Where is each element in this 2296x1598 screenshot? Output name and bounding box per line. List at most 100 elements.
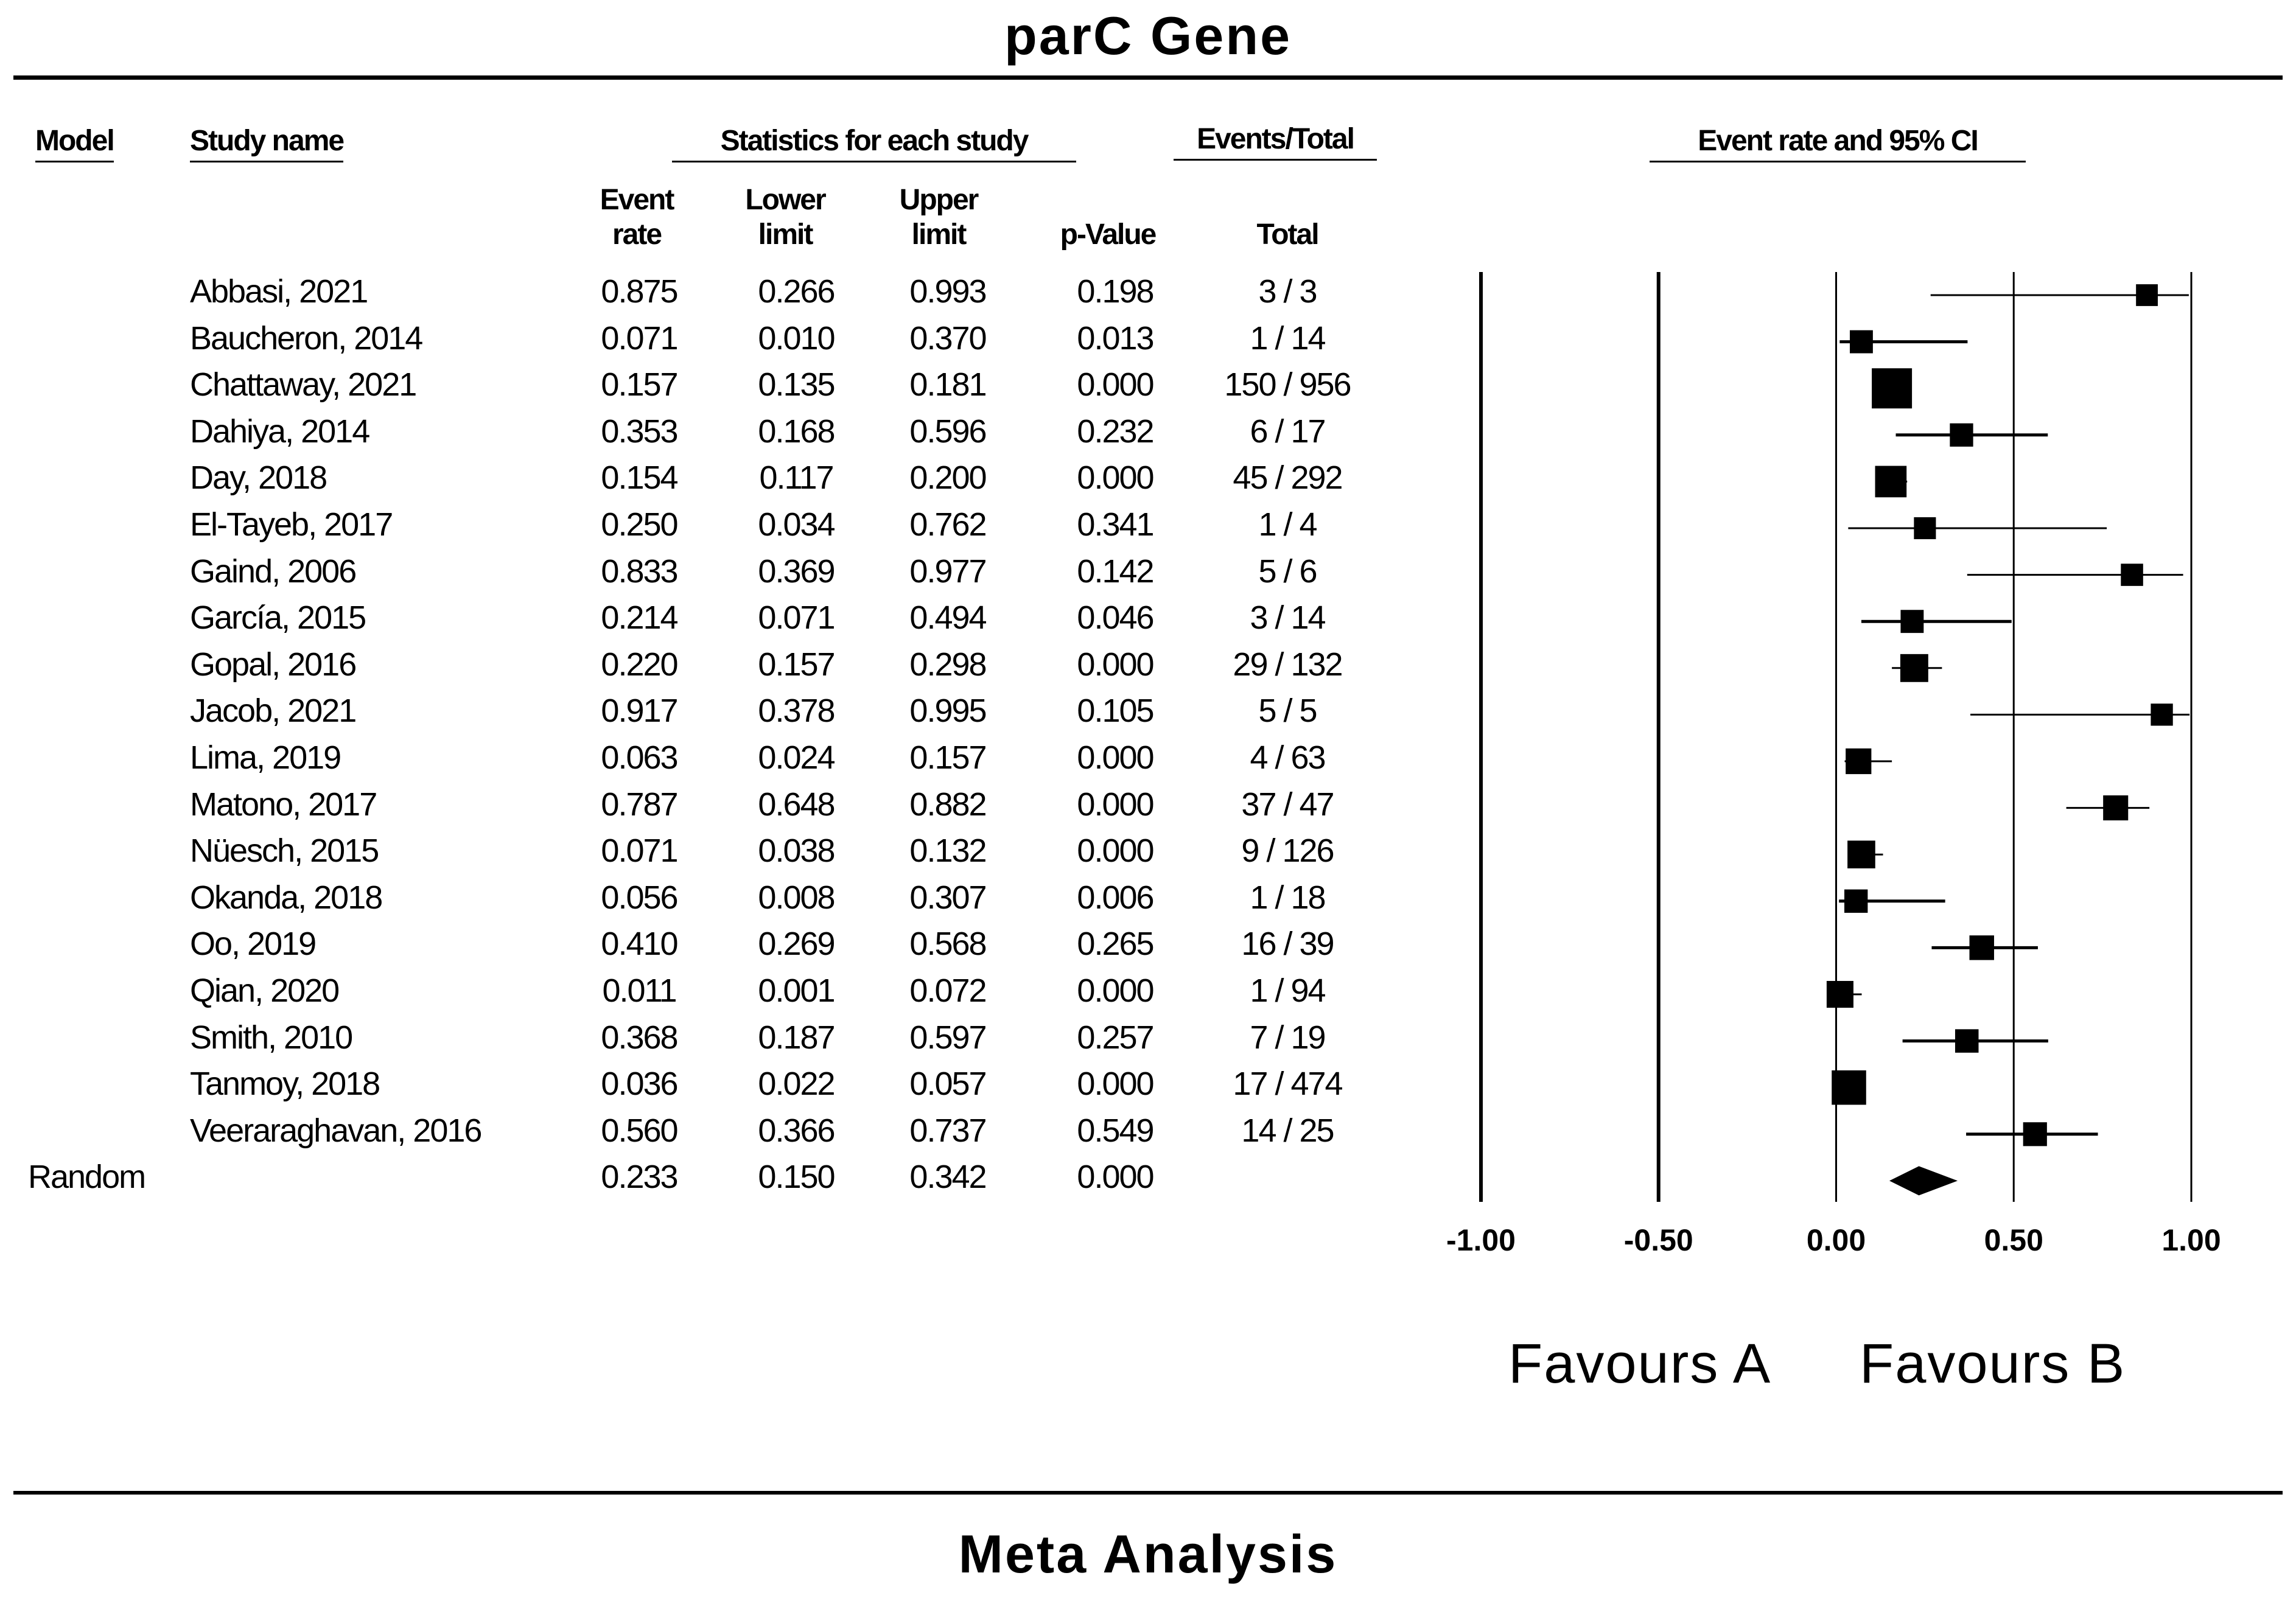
x-tick-label: 0.00 xyxy=(1807,1223,1866,1257)
point-estimate xyxy=(1875,466,1907,498)
subheader-upper-limit: Upper limit xyxy=(899,184,979,251)
cell-rate: 0.214 xyxy=(601,599,678,637)
cell-lower: 0.369 xyxy=(758,553,835,590)
summary-p: 0.000 xyxy=(1077,1159,1154,1196)
subheader-total: Total xyxy=(1256,218,1319,251)
cell-name: Dahiya, 2014 xyxy=(190,413,370,450)
cell-rate: 0.056 xyxy=(601,879,678,916)
cell-p: 0.549 xyxy=(1077,1112,1154,1149)
cell-lower: 0.157 xyxy=(758,646,835,683)
cell-p: 0.000 xyxy=(1077,972,1154,1009)
point-estimate xyxy=(1900,654,1928,682)
cell-name: Gaind, 2006 xyxy=(190,553,357,590)
cell-lower: 0.378 xyxy=(758,693,835,730)
cell-name: Chattaway, 2021 xyxy=(190,366,417,403)
cell-lower: 0.038 xyxy=(758,832,835,870)
cell-name: Oo, 2019 xyxy=(190,926,317,963)
point-estimate xyxy=(1846,748,1872,775)
favours-a-label: Favours A xyxy=(1508,1333,1772,1395)
cell-rate: 0.154 xyxy=(601,459,678,497)
cell-upper: 0.568 xyxy=(909,926,987,963)
cell-name: García, 2015 xyxy=(190,599,366,637)
cell-upper: 0.307 xyxy=(909,879,987,916)
cell-events: 17 / 474 xyxy=(1233,1066,1343,1103)
cell-rate: 0.011 xyxy=(602,972,677,1009)
cell-events: 7 / 19 xyxy=(1250,1019,1326,1056)
cell-upper: 0.072 xyxy=(909,972,987,1009)
cell-upper: 0.157 xyxy=(909,739,987,776)
cell-lower: 0.001 xyxy=(758,972,835,1009)
summary-diamond xyxy=(1889,1166,1958,1196)
cell-upper: 0.057 xyxy=(909,1066,987,1103)
cell-name: Qian, 2020 xyxy=(190,972,340,1009)
cell-lower: 0.266 xyxy=(758,273,835,310)
cell-p: 0.142 xyxy=(1077,553,1154,590)
cell-p: 0.000 xyxy=(1077,646,1154,683)
point-estimate xyxy=(1969,935,1994,960)
cell-name: Baucheron, 2014 xyxy=(190,319,423,357)
cell-events: 5 / 6 xyxy=(1258,553,1317,590)
cell-p: 0.198 xyxy=(1077,273,1154,310)
chart-title: parC Gene xyxy=(1004,5,1292,66)
cell-upper: 0.977 xyxy=(909,553,987,590)
footer-title: Meta Analysis xyxy=(958,1524,1338,1584)
point-estimate xyxy=(1844,889,1868,913)
point-estimate xyxy=(1826,980,1853,1008)
cell-upper: 0.737 xyxy=(909,1112,987,1149)
cell-name: Day, 2018 xyxy=(190,459,327,497)
cell-events: 45 / 292 xyxy=(1233,459,1343,497)
summary-lower: 0.150 xyxy=(758,1159,835,1196)
cell-rate: 0.071 xyxy=(601,319,678,357)
point-estimate xyxy=(1832,1070,1866,1105)
point-estimate xyxy=(2103,795,2129,821)
point-estimate xyxy=(1914,517,1936,540)
cell-p: 0.006 xyxy=(1077,879,1154,916)
cell-p: 0.232 xyxy=(1077,413,1154,450)
cell-events: 1 / 94 xyxy=(1250,972,1326,1009)
cell-upper: 0.596 xyxy=(909,413,987,450)
cell-events: 1 / 18 xyxy=(1250,879,1326,916)
cell-name: Jacob, 2021 xyxy=(190,693,357,730)
favours-b-label: Favours B xyxy=(1860,1333,2126,1395)
cell-name: El-Tayeb, 2017 xyxy=(190,506,393,543)
cell-events: 1 / 14 xyxy=(1250,319,1326,357)
cell-lower: 0.135 xyxy=(758,366,835,403)
cell-name: Smith, 2010 xyxy=(190,1019,353,1056)
cell-upper: 0.995 xyxy=(909,693,987,730)
cell-upper: 0.597 xyxy=(909,1019,987,1056)
cell-upper: 0.762 xyxy=(909,506,987,543)
cell-rate: 0.157 xyxy=(601,366,678,403)
cell-lower: 0.648 xyxy=(758,786,835,823)
cell-p: 0.000 xyxy=(1077,832,1154,870)
cell-upper: 0.298 xyxy=(909,646,987,683)
cell-lower: 0.269 xyxy=(758,926,835,963)
cell-events: 5 / 5 xyxy=(1258,693,1317,730)
point-estimate xyxy=(1847,840,1875,869)
cell-name: Lima, 2019 xyxy=(190,739,341,776)
cell-rate: 0.917 xyxy=(601,693,678,730)
cell-name: Gopal, 2016 xyxy=(190,646,357,683)
cell-rate: 0.036 xyxy=(601,1066,678,1103)
subheader-event-rate: Event rate xyxy=(600,184,675,251)
subheader-p-value: p-Value xyxy=(1060,218,1157,251)
cell-rate: 0.063 xyxy=(601,739,678,776)
point-estimate xyxy=(1849,330,1873,354)
cell-rate: 0.833 xyxy=(601,553,678,590)
cell-p: 0.000 xyxy=(1077,459,1154,497)
cell-events: 16 / 39 xyxy=(1241,926,1334,963)
cell-upper: 0.200 xyxy=(909,459,987,497)
cell-name: Veeraraghavan, 2016 xyxy=(190,1112,482,1149)
point-estimate xyxy=(1955,1029,1979,1053)
cell-lower: 0.366 xyxy=(758,1112,835,1149)
cell-rate: 0.875 xyxy=(601,273,678,310)
header-plot: Event rate and 95% CI xyxy=(1650,127,2026,162)
cell-name: Okanda, 2018 xyxy=(190,879,383,916)
point-estimate xyxy=(1872,368,1913,409)
point-estimate xyxy=(2151,703,2173,726)
cell-events: 3 / 3 xyxy=(1258,273,1317,310)
point-estimate xyxy=(2136,284,2158,306)
point-estimate xyxy=(2121,563,2143,586)
cell-rate: 0.410 xyxy=(601,926,678,963)
cell-lower: 0.024 xyxy=(758,739,835,776)
